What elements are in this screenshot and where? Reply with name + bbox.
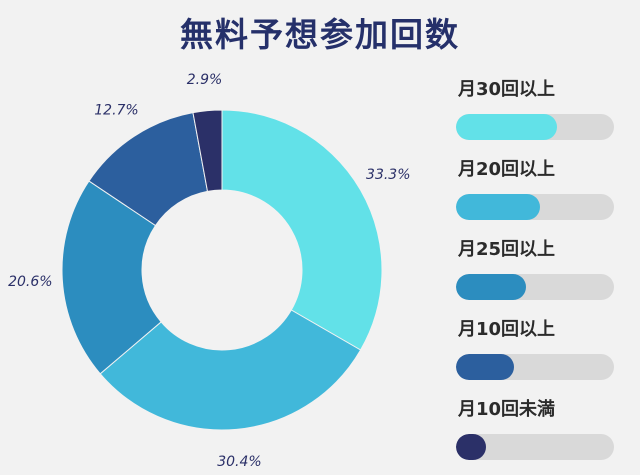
slice-value-label: 20.6%: [8, 274, 52, 290]
legend-bar-track: [456, 194, 614, 220]
donut-slice: [61, 180, 162, 375]
legend-item: 月30回以上: [456, 75, 616, 155]
slice-value-label: 30.4%: [217, 454, 261, 468]
slice-value-label: 2.9%: [187, 72, 223, 88]
legend-item: 月25回以上: [456, 235, 616, 315]
legend-bar-fill: [456, 434, 487, 460]
donut-slice: [192, 109, 223, 192]
legend-bar-track: [456, 114, 614, 140]
legend-label: 月30回以上: [458, 79, 556, 100]
legend-label: 月25回以上: [458, 239, 556, 260]
legend-bar-track: [456, 354, 614, 380]
legend-label: 月20回以上: [458, 159, 556, 180]
chart-title: 無料予想参加回数: [180, 15, 460, 54]
legend-bar-fill: [456, 274, 526, 300]
legend-item: 月10回以上: [456, 315, 616, 395]
legend-label: 月10回未満: [458, 399, 556, 420]
legend: 月30回以上 月20回以上 月25回以上 月10回以上 月10回未満: [456, 75, 616, 475]
legend-label: 月10回以上: [458, 319, 556, 340]
legend-bar-fill: [456, 194, 540, 220]
legend-item: 月10回未満: [456, 395, 616, 475]
donut-slice: [99, 309, 362, 431]
legend-item: 月20回以上: [456, 155, 616, 235]
slice-value-label: 33.3%: [366, 167, 410, 183]
legend-bar-fill: [456, 114, 558, 140]
donut-slice: [221, 109, 383, 351]
legend-bar-track: [456, 434, 614, 460]
legend-bar-track: [456, 274, 614, 300]
slice-value-label: 12.7%: [94, 103, 138, 119]
legend-bar-fill: [456, 354, 515, 380]
